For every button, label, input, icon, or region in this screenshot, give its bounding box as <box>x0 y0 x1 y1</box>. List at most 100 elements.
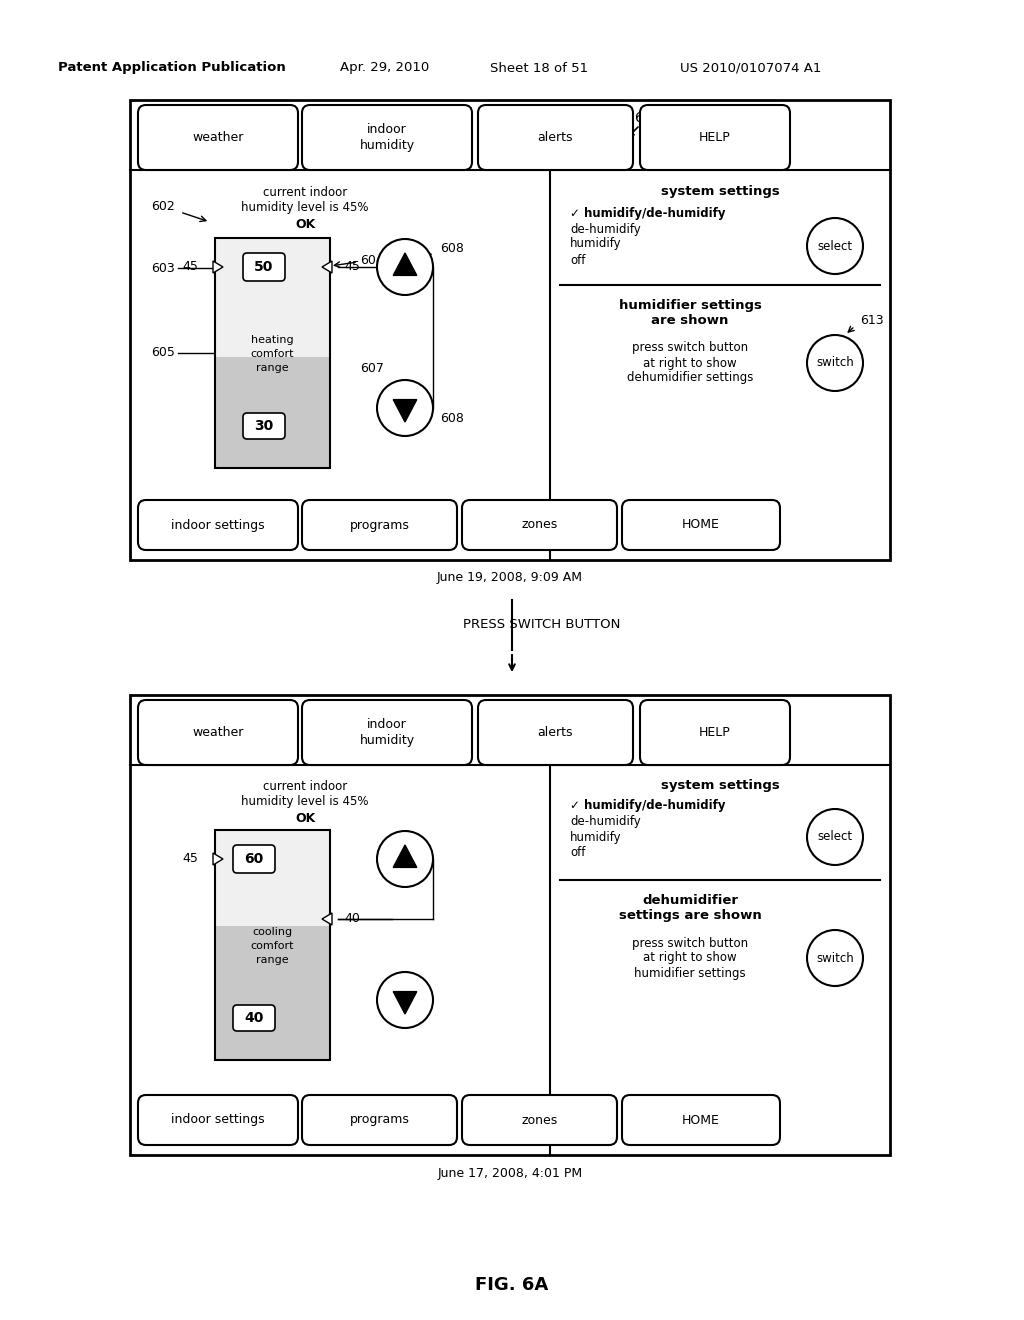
Text: humidify: humidify <box>570 238 622 251</box>
Text: indoor
humidity: indoor humidity <box>359 123 415 152</box>
Text: 60: 60 <box>245 851 263 866</box>
Text: humidifier settings: humidifier settings <box>618 298 762 312</box>
FancyBboxPatch shape <box>138 700 298 766</box>
Text: 602: 602 <box>152 201 175 214</box>
Text: indoor settings: indoor settings <box>171 1114 265 1126</box>
FancyBboxPatch shape <box>622 1096 780 1144</box>
FancyBboxPatch shape <box>302 1096 457 1144</box>
Text: humidifier settings: humidifier settings <box>634 966 745 979</box>
Text: Patent Application Publication: Patent Application Publication <box>58 62 286 74</box>
Polygon shape <box>393 253 417 276</box>
Text: zones: zones <box>521 1114 558 1126</box>
Circle shape <box>807 218 863 275</box>
Text: 608: 608 <box>440 242 464 255</box>
Text: 617: 617 <box>242 133 268 147</box>
Text: switch: switch <box>816 952 854 965</box>
Text: Apr. 29, 2010: Apr. 29, 2010 <box>340 62 429 74</box>
Text: 605: 605 <box>152 346 175 359</box>
Text: June 17, 2008, 4:01 PM: June 17, 2008, 4:01 PM <box>437 1167 583 1180</box>
Text: current indoor: current indoor <box>263 780 347 793</box>
Text: system settings: system settings <box>660 779 779 792</box>
Polygon shape <box>213 261 223 273</box>
Polygon shape <box>322 261 332 273</box>
Text: 40: 40 <box>344 912 360 925</box>
Text: 603: 603 <box>152 261 175 275</box>
Text: are shown: are shown <box>651 314 729 326</box>
Text: range: range <box>256 363 289 374</box>
FancyBboxPatch shape <box>138 106 298 170</box>
Text: cooling: cooling <box>252 927 292 937</box>
Text: 45: 45 <box>182 260 198 273</box>
FancyBboxPatch shape <box>138 500 298 550</box>
Bar <box>215 830 330 927</box>
Text: alerts: alerts <box>538 726 573 739</box>
Text: at right to show: at right to show <box>643 952 737 965</box>
Text: zones: zones <box>521 519 558 532</box>
Bar <box>130 100 890 560</box>
Text: weather: weather <box>193 131 244 144</box>
Text: press switch button: press switch button <box>632 936 749 949</box>
Text: 45: 45 <box>182 853 198 866</box>
FancyBboxPatch shape <box>233 845 275 873</box>
Bar <box>215 356 330 469</box>
Text: weather: weather <box>193 726 244 739</box>
Bar <box>215 238 330 356</box>
Text: US 2010/0107074 A1: US 2010/0107074 A1 <box>680 62 821 74</box>
FancyBboxPatch shape <box>640 700 790 766</box>
Text: heating: heating <box>251 335 293 345</box>
Text: indoor
humidity: indoor humidity <box>359 718 415 747</box>
Text: 601: 601 <box>635 111 662 125</box>
Bar <box>215 830 330 1060</box>
Polygon shape <box>393 400 417 422</box>
Text: HOME: HOME <box>682 519 720 532</box>
Circle shape <box>377 972 433 1028</box>
Text: OK: OK <box>295 218 315 231</box>
Text: at right to show: at right to show <box>643 356 737 370</box>
Text: 613: 613 <box>860 314 884 326</box>
Text: de-humidify: de-humidify <box>570 223 641 235</box>
FancyBboxPatch shape <box>302 500 457 550</box>
Polygon shape <box>393 845 417 867</box>
Polygon shape <box>213 853 223 865</box>
FancyBboxPatch shape <box>622 500 780 550</box>
Text: humidify: humidify <box>570 830 622 843</box>
Text: alerts: alerts <box>538 131 573 144</box>
Text: comfort: comfort <box>250 348 294 359</box>
Text: de-humidify: de-humidify <box>570 814 641 828</box>
FancyBboxPatch shape <box>478 700 633 766</box>
Text: FIG. 6A: FIG. 6A <box>475 1276 549 1294</box>
Circle shape <box>377 239 433 294</box>
Bar <box>130 696 890 1155</box>
FancyBboxPatch shape <box>640 106 790 170</box>
FancyBboxPatch shape <box>462 1096 617 1144</box>
Text: range: range <box>256 954 289 965</box>
Text: PRESS SWITCH BUTTON: PRESS SWITCH BUTTON <box>463 619 621 631</box>
Text: humidity level is 45%: humidity level is 45% <box>242 796 369 808</box>
Bar <box>215 927 330 1060</box>
Text: indoor settings: indoor settings <box>171 519 265 532</box>
Text: HOME: HOME <box>682 1114 720 1126</box>
Text: select: select <box>817 239 853 252</box>
Text: HELP: HELP <box>699 131 731 144</box>
Text: OK: OK <box>295 813 315 825</box>
Text: 30: 30 <box>254 418 273 433</box>
Text: June 19, 2008, 9:09 AM: June 19, 2008, 9:09 AM <box>437 572 583 585</box>
Circle shape <box>807 809 863 865</box>
Text: ✓ humidify/de-humidify: ✓ humidify/de-humidify <box>570 206 725 219</box>
Text: 607: 607 <box>360 362 384 375</box>
Text: comfort: comfort <box>250 941 294 950</box>
Circle shape <box>377 380 433 436</box>
FancyBboxPatch shape <box>302 106 472 170</box>
Bar <box>215 238 330 469</box>
Text: 40: 40 <box>245 1011 264 1026</box>
Circle shape <box>377 832 433 887</box>
Text: system settings: system settings <box>660 186 779 198</box>
Circle shape <box>807 335 863 391</box>
Text: programs: programs <box>349 1114 410 1126</box>
Text: off: off <box>570 253 586 267</box>
Circle shape <box>807 931 863 986</box>
Text: Sheet 18 of 51: Sheet 18 of 51 <box>490 62 588 74</box>
Text: switch: switch <box>816 356 854 370</box>
Text: press switch button: press switch button <box>632 342 749 355</box>
Text: 608: 608 <box>440 412 464 425</box>
